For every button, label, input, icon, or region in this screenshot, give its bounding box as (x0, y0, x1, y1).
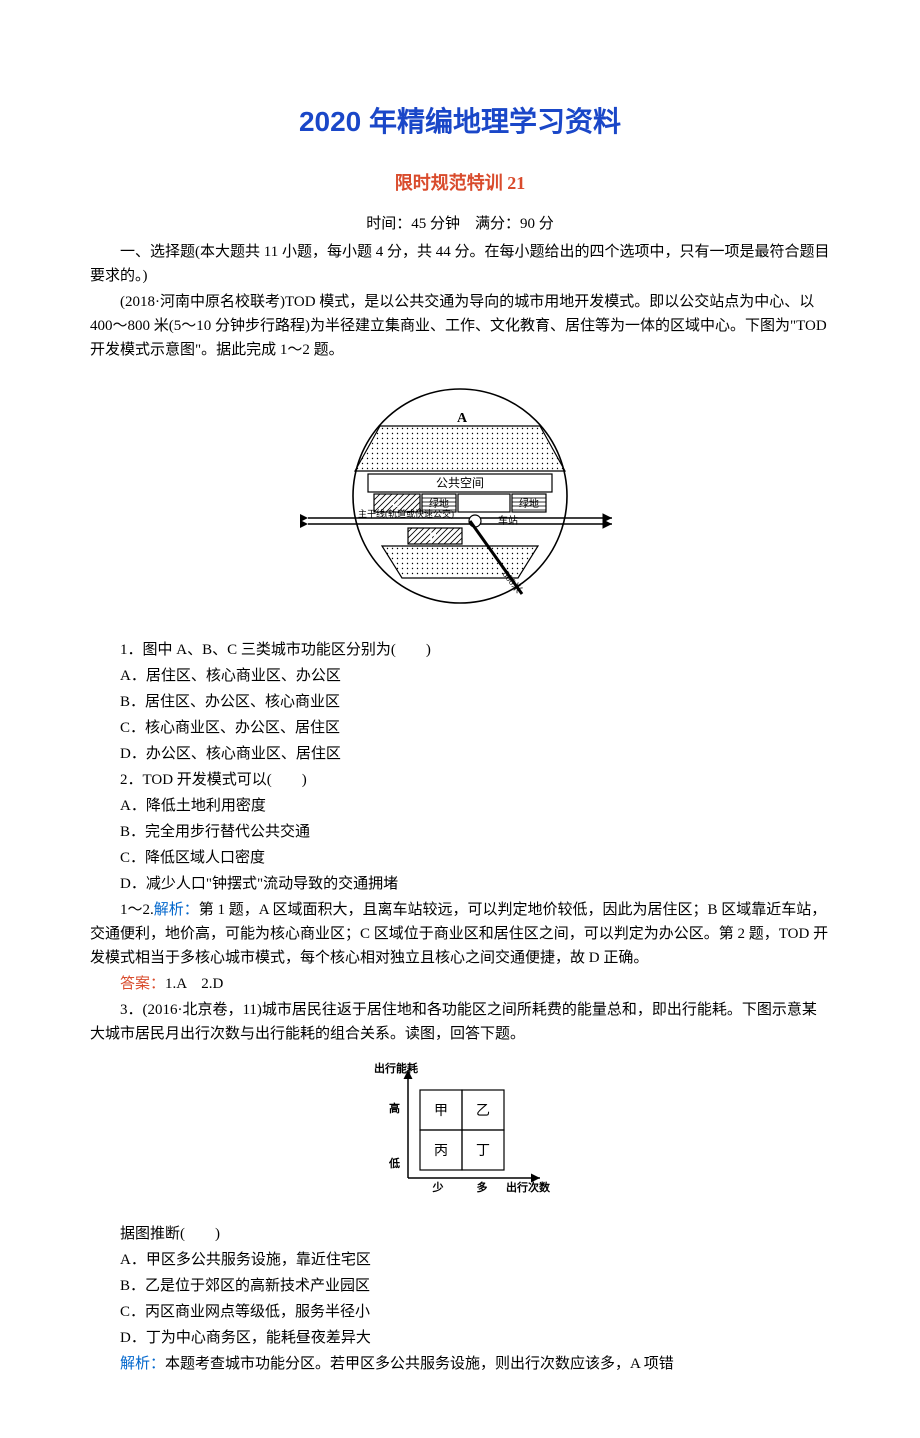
q3-opt-d: D．丁为中心商务区，能耗昼夜差异大 (90, 1326, 830, 1350)
q3-opt-c: C．丙区商业网点等级低，服务半径小 (90, 1300, 830, 1324)
q3-stem: 据图推断( ) (90, 1222, 830, 1246)
q1-opt-b: B．居住区、办公区、核心商业区 (90, 690, 830, 714)
q2-stem: 2．TOD 开发模式可以( ) (90, 768, 830, 792)
y-low: 低 (388, 1156, 400, 1170)
q3-opt-a: A．甲区多公共服务设施，靠近住宅区 (90, 1248, 830, 1272)
analysis-3: 解析：本题考查城市功能分区。若甲区多公共服务设施，则出行次数应该多，A 项错 (90, 1352, 830, 1376)
label-b: B (429, 529, 437, 543)
answer-1-2: 答案：1.A 2.D (90, 972, 830, 996)
main-title: 2020 年精编地理学习资料 (90, 100, 830, 145)
y-label: 出行能耗 (374, 1061, 418, 1075)
analysis-label: 解析： (154, 902, 199, 918)
answer-text: 1.A 2.D (165, 976, 223, 992)
cell-yi: 乙 (476, 1103, 490, 1119)
analysis3-label: 解析： (120, 1356, 165, 1372)
x-many: 多 (477, 1180, 488, 1194)
q1-opt-c: C．核心商业区、办公区、居住区 (90, 716, 830, 740)
q2-opt-b: B．完全用步行替代公共交通 (90, 820, 830, 844)
q3-opt-b: B．乙是位于郊区的高新技术产业园区 (90, 1274, 830, 1298)
analysis-text: 第 1 题，A 区域面积大，且离车站较远，可以判定地价较低，因此为居住区；B 区… (90, 902, 828, 966)
tod-diagram: A 公共空间 C 绿地 绿地 主干线(轨道或快速公交) 车站 B 800米 (90, 376, 830, 624)
answer-label: 答案： (120, 976, 165, 992)
q1-opt-d: D．办公区、核心商业区、居住区 (90, 742, 830, 766)
analysis-num: 1～2. (120, 902, 154, 918)
cell-ding: 丁 (476, 1144, 490, 1159)
section-intro: 一、选择题(本大题共 11 小题，每小题 4 分，共 44 分。在每小题给出的四… (90, 240, 830, 288)
x-label: 出行次数 (506, 1180, 551, 1194)
label-c: C (392, 496, 401, 510)
context-q3: 3．(2016·北京卷，11)城市居民往返于居住地和各功能区之间所耗费的能量总和… (90, 998, 830, 1046)
sub-title: 限时规范特训 21 (90, 169, 830, 198)
travel-chart: 甲 乙 丙 丁 出行能耗 高 低 少 多 出行次数 (90, 1060, 830, 1208)
label-green2: 绿地 (519, 497, 539, 510)
analysis-1-2: 1～2.解析：第 1 题，A 区域面积大，且离车站较远，可以判定地价较低，因此为… (90, 898, 830, 970)
cell-bing: 丙 (434, 1144, 448, 1159)
label-a: A (457, 411, 468, 426)
analysis3-text: 本题考查城市功能分区。若甲区多公共服务设施，则出行次数应该多，A 项错 (165, 1356, 674, 1372)
y-high: 高 (389, 1101, 400, 1115)
x-few: 少 (432, 1180, 444, 1194)
time-info: 时间：45 分钟 满分：90 分 (90, 212, 830, 236)
label-rail: 主干线(轨道或快速公交) (358, 508, 454, 519)
label-station: 车站 (498, 514, 518, 527)
label-public-space: 公共空间 (436, 476, 484, 490)
q1-stem: 1．图中 A、B、C 三类城市功能区分别为( ) (90, 638, 830, 662)
q2-opt-a: A．降低土地利用密度 (90, 794, 830, 818)
q2-opt-c: C．降低区域人口密度 (90, 846, 830, 870)
q2-opt-d: D．减少人口"钟摆式"流动导致的交通拥堵 (90, 872, 830, 896)
q1-opt-a: A．居住区、核心商业区、办公区 (90, 664, 830, 688)
context-q1-2: (2018·河南中原名校联考)TOD 模式，是以公共交通为导向的城市用地开发模式… (90, 290, 830, 362)
cell-jia: 甲 (434, 1104, 448, 1119)
